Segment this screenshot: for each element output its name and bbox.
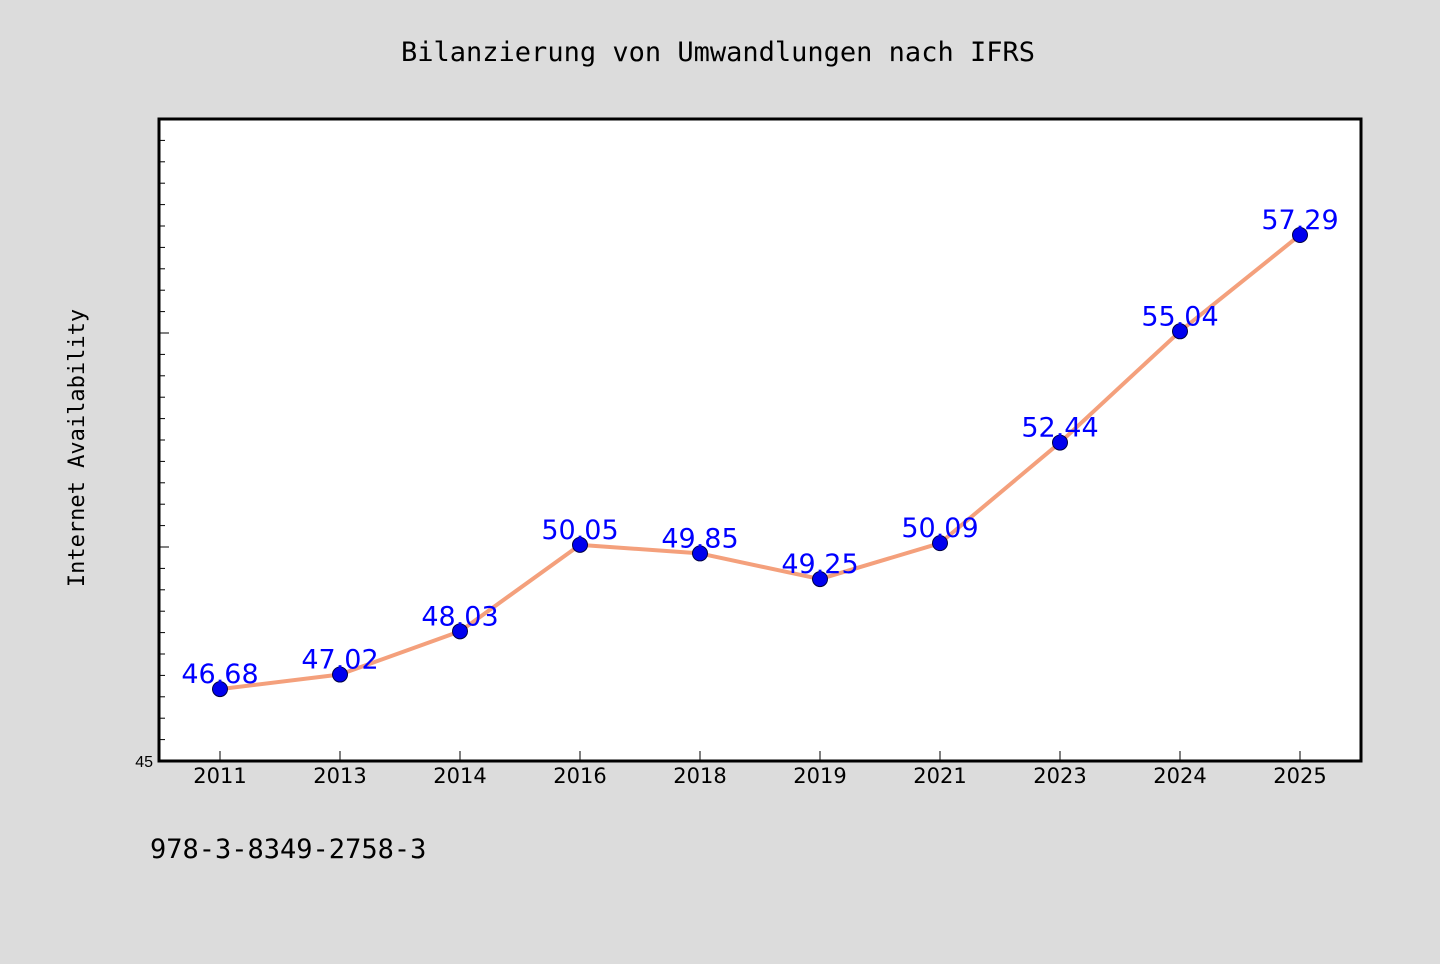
data-label: 46.68 — [181, 659, 258, 690]
data-label: 50.09 — [901, 513, 978, 544]
x-axis-ticks: 2011 2013 2014 2016 2018 2019 2021 2023 2024 2025 — [193, 751, 1327, 788]
x-tick-label: 2013 — [313, 764, 366, 788]
y-axis-ticks — [159, 139, 169, 741]
data-point — [572, 536, 588, 553]
data-label: 49.25 — [781, 549, 858, 580]
x-tick-label: 2018 — [673, 764, 726, 788]
series-line — [218, 232, 1302, 692]
y-axis-label: Internet Availability — [65, 309, 90, 587]
isbn-text: 978-3-8349-2758-3 — [150, 834, 427, 865]
series-line-group — [218, 232, 1302, 692]
chart-title: Bilanzierung von Umwandlungen nach IFRS — [401, 37, 1035, 68]
x-tick-label: 2023 — [1033, 764, 1086, 788]
data-markers — [212, 226, 1308, 698]
data-point — [452, 623, 468, 640]
y-tick-label: 45 — [135, 754, 153, 771]
data-label: 49.85 — [661, 523, 738, 554]
data-labels: 46.68 47.02 48.03 50.05 49.85 49.25 50.09 52.44… — [181, 205, 1338, 690]
data-point — [1052, 434, 1068, 451]
data-point — [812, 571, 828, 588]
x-tick-label: 2025 — [1273, 764, 1326, 788]
data-label: 47.02 — [301, 645, 378, 676]
data-label: 52.44 — [1021, 413, 1098, 444]
x-tick-label: 2024 — [1153, 764, 1206, 788]
plot-area — [157, 117, 1363, 763]
data-point — [1172, 323, 1188, 340]
data-label: 48.03 — [421, 601, 498, 632]
x-tick-label: 2011 — [193, 764, 246, 788]
data-point — [332, 666, 348, 683]
x-tick-label: 2019 — [793, 764, 846, 788]
data-label: 57.29 — [1261, 205, 1338, 236]
data-point — [212, 681, 228, 698]
x-tick-label: 2014 — [433, 764, 486, 788]
data-label: 55.04 — [1141, 301, 1218, 332]
x-tick-label: 2021 — [913, 764, 966, 788]
data-point — [1292, 226, 1308, 243]
data-point — [932, 535, 948, 552]
data-label: 50.05 — [541, 515, 618, 546]
data-point — [692, 545, 708, 562]
x-tick-label: 2016 — [553, 764, 606, 788]
